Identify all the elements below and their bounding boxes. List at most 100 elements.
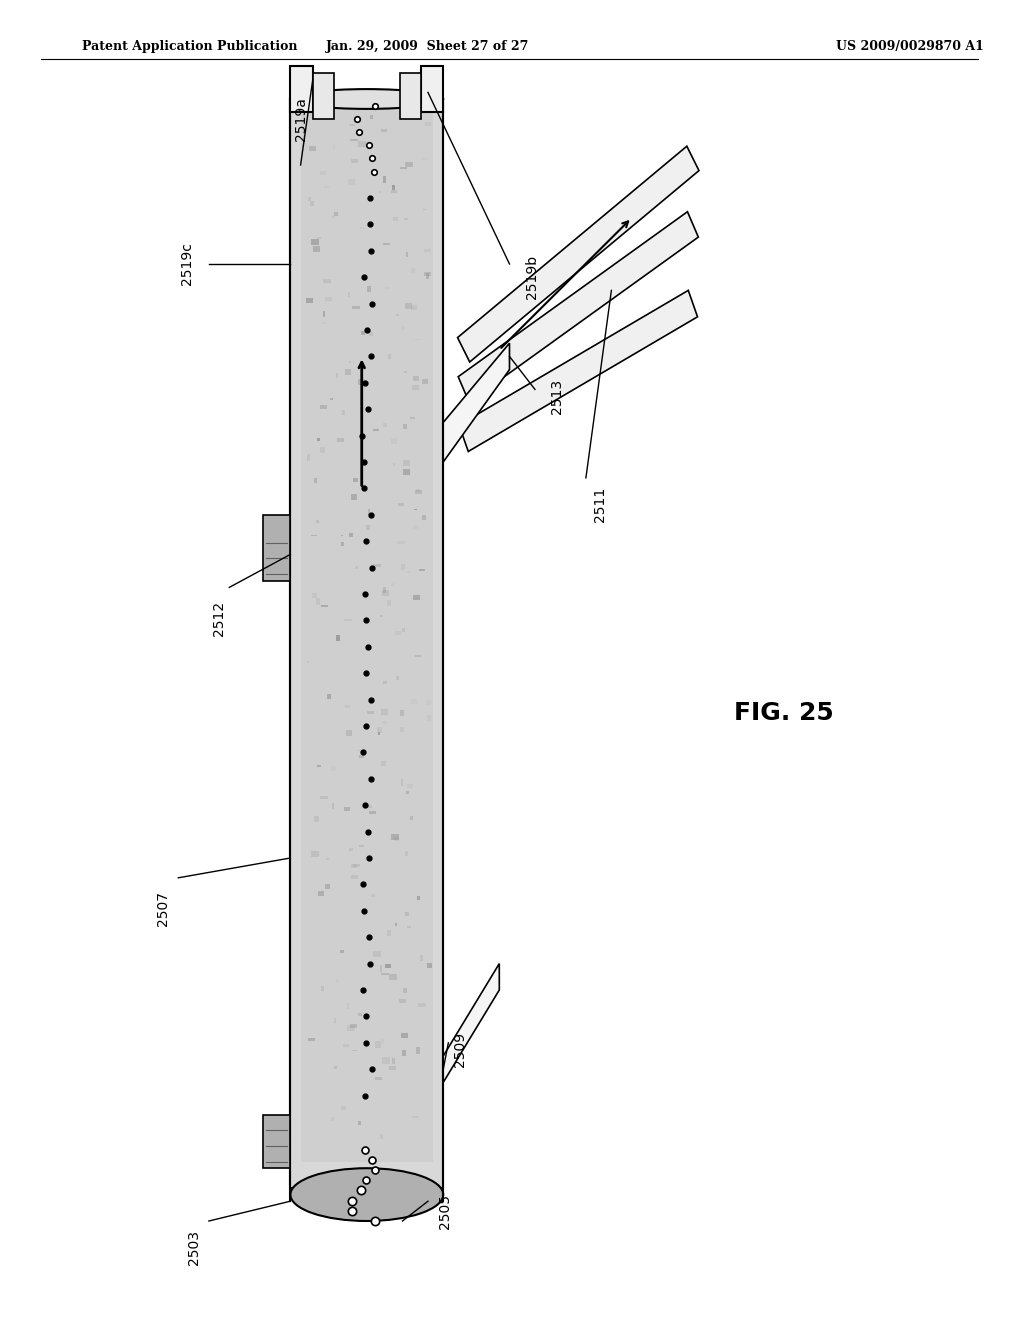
Polygon shape xyxy=(308,1039,315,1040)
Polygon shape xyxy=(358,1012,362,1016)
Polygon shape xyxy=(399,999,407,1003)
Polygon shape xyxy=(381,129,387,132)
Polygon shape xyxy=(413,524,418,529)
Polygon shape xyxy=(332,803,334,809)
Polygon shape xyxy=(351,158,358,164)
Polygon shape xyxy=(392,1057,394,1064)
Polygon shape xyxy=(387,601,391,606)
Text: 2513: 2513 xyxy=(550,379,564,413)
Polygon shape xyxy=(311,851,319,857)
Polygon shape xyxy=(308,197,310,201)
Polygon shape xyxy=(393,216,398,220)
Polygon shape xyxy=(376,1041,381,1048)
Polygon shape xyxy=(349,1024,356,1028)
Polygon shape xyxy=(368,286,372,292)
Polygon shape xyxy=(347,1003,349,1008)
Polygon shape xyxy=(413,385,420,389)
Text: 2507: 2507 xyxy=(156,891,170,927)
Polygon shape xyxy=(381,709,388,715)
Polygon shape xyxy=(406,570,411,573)
Polygon shape xyxy=(402,628,404,632)
Polygon shape xyxy=(323,322,326,325)
Polygon shape xyxy=(323,279,331,284)
Polygon shape xyxy=(458,211,698,403)
Text: Jan. 29, 2009  Sheet 27 of 27: Jan. 29, 2009 Sheet 27 of 27 xyxy=(327,40,529,53)
Polygon shape xyxy=(459,290,697,451)
Polygon shape xyxy=(366,805,372,808)
Polygon shape xyxy=(414,508,418,511)
Polygon shape xyxy=(351,875,357,879)
Polygon shape xyxy=(396,676,399,680)
Polygon shape xyxy=(377,727,382,733)
Polygon shape xyxy=(373,429,379,432)
Polygon shape xyxy=(351,306,359,309)
Polygon shape xyxy=(382,590,389,595)
Polygon shape xyxy=(401,779,403,785)
Polygon shape xyxy=(417,1048,421,1053)
Polygon shape xyxy=(385,965,391,968)
Polygon shape xyxy=(322,605,328,607)
Polygon shape xyxy=(324,186,329,189)
Polygon shape xyxy=(383,681,387,684)
Polygon shape xyxy=(379,191,381,193)
Polygon shape xyxy=(394,631,401,635)
Ellipse shape xyxy=(291,1168,443,1221)
Polygon shape xyxy=(392,185,395,190)
Text: FIG. 25: FIG. 25 xyxy=(733,701,834,725)
Polygon shape xyxy=(381,1039,384,1044)
Polygon shape xyxy=(336,374,338,378)
Polygon shape xyxy=(400,564,406,570)
Polygon shape xyxy=(389,1065,396,1069)
Polygon shape xyxy=(317,891,325,896)
Polygon shape xyxy=(344,807,350,812)
Polygon shape xyxy=(349,124,355,127)
Polygon shape xyxy=(333,144,335,150)
Polygon shape xyxy=(403,424,408,429)
Polygon shape xyxy=(425,123,431,127)
Polygon shape xyxy=(291,99,443,1188)
Polygon shape xyxy=(347,1024,355,1031)
Polygon shape xyxy=(423,209,426,210)
Polygon shape xyxy=(322,986,325,991)
Polygon shape xyxy=(411,698,418,704)
Polygon shape xyxy=(380,965,382,972)
Polygon shape xyxy=(341,543,344,546)
Polygon shape xyxy=(349,362,351,363)
Polygon shape xyxy=(341,535,343,536)
Polygon shape xyxy=(369,810,376,813)
Polygon shape xyxy=(383,1057,390,1064)
Polygon shape xyxy=(312,246,319,252)
Polygon shape xyxy=(378,731,380,735)
Polygon shape xyxy=(332,215,335,218)
Text: 2519a: 2519a xyxy=(294,98,307,141)
Polygon shape xyxy=(413,376,419,380)
Polygon shape xyxy=(357,1121,361,1125)
Polygon shape xyxy=(357,379,366,385)
Polygon shape xyxy=(406,252,408,256)
Polygon shape xyxy=(403,987,407,993)
Polygon shape xyxy=(353,865,360,867)
Polygon shape xyxy=(310,535,316,536)
Polygon shape xyxy=(368,510,370,515)
Polygon shape xyxy=(359,755,365,758)
Polygon shape xyxy=(370,704,372,705)
Polygon shape xyxy=(395,923,397,925)
Polygon shape xyxy=(369,331,373,337)
Polygon shape xyxy=(399,727,404,731)
Polygon shape xyxy=(319,447,325,453)
Polygon shape xyxy=(325,884,330,890)
Polygon shape xyxy=(403,461,411,466)
Polygon shape xyxy=(345,370,351,375)
Polygon shape xyxy=(401,1034,408,1038)
Polygon shape xyxy=(315,598,321,605)
Polygon shape xyxy=(387,931,391,936)
Polygon shape xyxy=(334,213,339,216)
Polygon shape xyxy=(312,593,317,598)
Polygon shape xyxy=(367,711,374,714)
Polygon shape xyxy=(350,139,358,141)
Polygon shape xyxy=(331,1117,334,1121)
Polygon shape xyxy=(348,533,353,537)
Polygon shape xyxy=(291,66,312,112)
Polygon shape xyxy=(411,305,417,310)
Polygon shape xyxy=(321,796,328,799)
